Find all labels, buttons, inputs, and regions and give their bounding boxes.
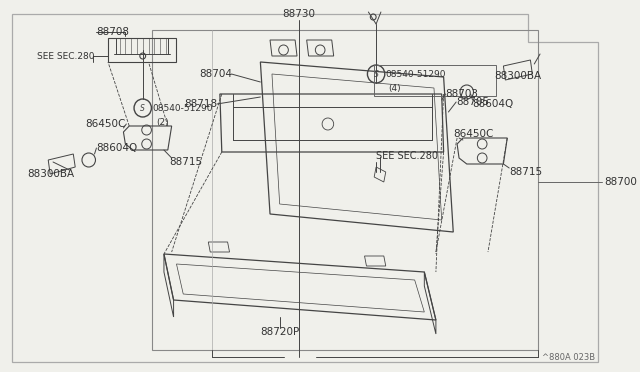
Text: 86450C: 86450C: [453, 129, 493, 139]
Text: (4): (4): [388, 83, 401, 93]
Text: 08540-51290: 08540-51290: [386, 70, 446, 78]
Text: 88703: 88703: [445, 89, 479, 99]
Text: 88300BA: 88300BA: [27, 169, 74, 179]
Text: 88708: 88708: [97, 27, 129, 37]
Text: 88720P: 88720P: [260, 327, 300, 337]
Text: 88700: 88700: [605, 177, 637, 187]
Text: SEE SEC.280: SEE SEC.280: [376, 151, 438, 161]
Text: 88715: 88715: [509, 167, 542, 177]
Text: 88718: 88718: [184, 99, 218, 109]
Text: 88704: 88704: [200, 69, 232, 79]
Text: 88604Q: 88604Q: [472, 99, 514, 109]
Text: (2): (2): [156, 118, 169, 126]
Text: 88705: 88705: [456, 97, 489, 107]
Text: 08540-51290: 08540-51290: [152, 103, 213, 112]
Text: 88300BA: 88300BA: [494, 71, 541, 81]
Text: 88604Q: 88604Q: [97, 143, 138, 153]
Text: S: S: [374, 70, 378, 78]
Text: 86450C: 86450C: [85, 119, 125, 129]
Text: 88715: 88715: [169, 157, 202, 167]
Text: SEE SEC.280: SEE SEC.280: [36, 51, 94, 61]
Text: 88730: 88730: [282, 9, 316, 19]
Text: S: S: [140, 103, 145, 112]
Text: ^880A 023B: ^880A 023B: [543, 353, 596, 362]
